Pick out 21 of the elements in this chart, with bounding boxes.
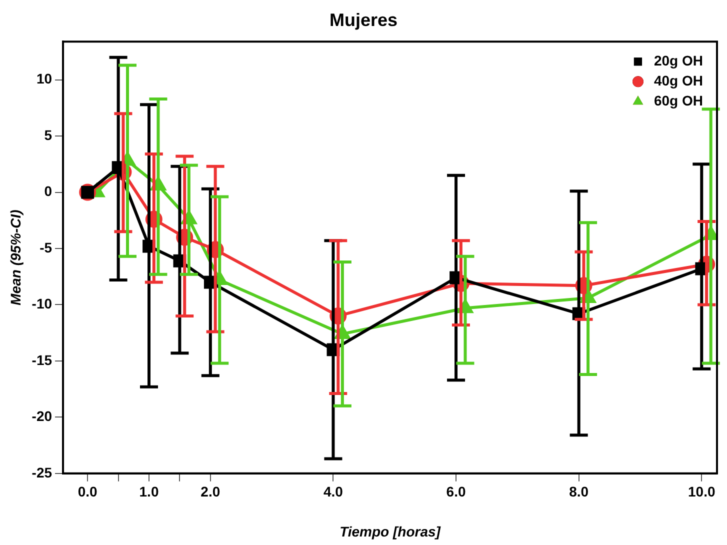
x-tick-label: 10.0 (688, 484, 716, 500)
x-tick-label: 4.0 (323, 484, 344, 500)
y-tick-label: -20 (32, 408, 52, 424)
chart-title: Mujeres (329, 10, 398, 30)
x-tick-label: 6.0 (446, 484, 466, 500)
y-tick-label: -10 (32, 296, 52, 312)
y-tick-label: 0 (44, 183, 52, 200)
x-tick-label: 0.0 (78, 484, 98, 500)
y-tick-label: 5 (44, 126, 52, 143)
x-tick-label: 1.0 (139, 484, 159, 500)
x-axis-title: Tiempo [horas] (340, 523, 442, 540)
y-tick-label: -5 (40, 239, 52, 256)
y-tick-label: -15 (32, 352, 52, 368)
x-tick-label: 2.0 (200, 484, 220, 500)
y-tick-label: -25 (32, 464, 52, 480)
x-tick-label: 8.0 (569, 484, 589, 500)
legend-label: 20g OH (654, 52, 703, 68)
y-axis-title: Mean (95%-CI) (7, 209, 24, 306)
y-tick-label: 10 (36, 70, 52, 87)
legend-label: 60g OH (654, 92, 703, 108)
legend-label: 40g OH (654, 72, 703, 88)
